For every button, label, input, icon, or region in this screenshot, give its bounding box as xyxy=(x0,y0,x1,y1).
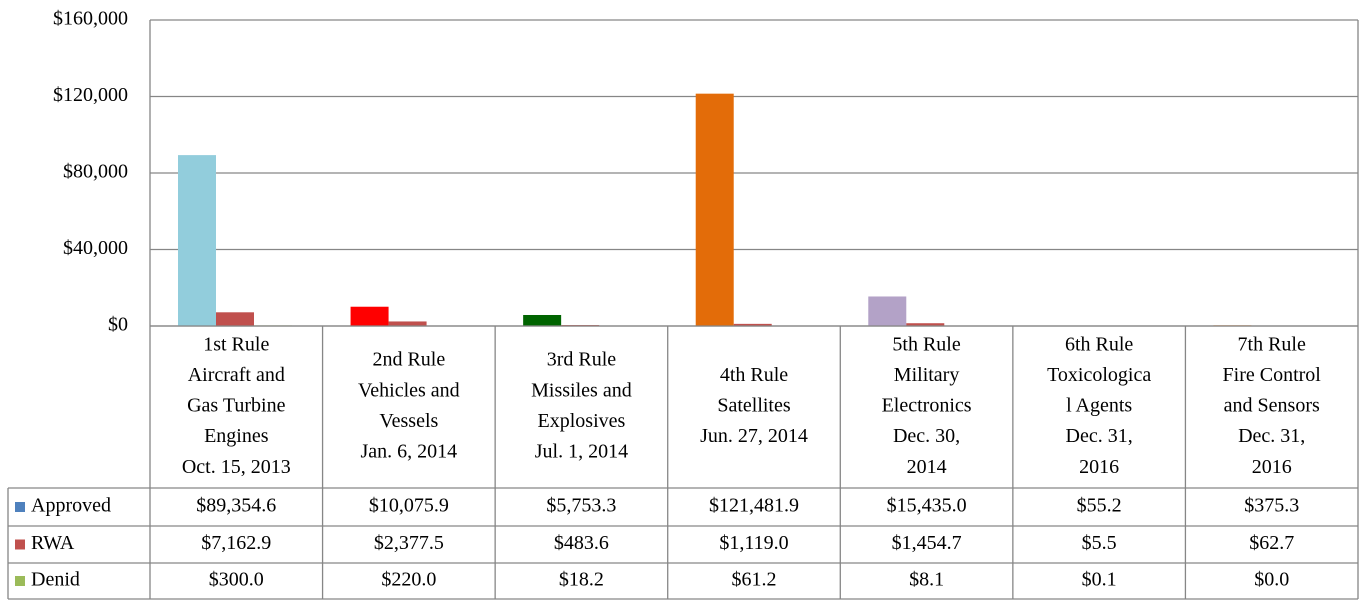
category-label: Jul. 1, 2014 xyxy=(535,440,628,462)
value-label: $61.2 xyxy=(732,569,777,591)
bar xyxy=(868,296,907,326)
bar xyxy=(906,323,945,326)
value-label: $89,354.6 xyxy=(196,495,276,517)
category-label: Missiles and xyxy=(531,379,632,401)
value-label: $121,481.9 xyxy=(709,495,799,517)
category-label: 2016 xyxy=(1252,456,1292,478)
category-label: 7th Rule xyxy=(1238,333,1306,355)
category-label: 5th Rule xyxy=(892,333,960,355)
value-label: $5.5 xyxy=(1082,532,1117,554)
legend-label: Approved xyxy=(31,495,111,517)
value-label: $15,435.0 xyxy=(887,495,967,517)
y-tick-label: $80,000 xyxy=(63,161,128,183)
value-label: $0.0 xyxy=(1254,569,1289,591)
category-label: and Sensors xyxy=(1224,395,1320,417)
y-tick-label: $160,000 xyxy=(53,8,128,30)
category-label: 3rd Rule xyxy=(547,349,617,371)
category-label: 1st Rule xyxy=(203,333,269,355)
category-label: l Agents xyxy=(1066,395,1132,417)
category-label: 2016 xyxy=(1079,456,1119,478)
category-label: Vehicles and xyxy=(358,379,460,401)
value-label: $375.3 xyxy=(1244,495,1299,517)
category-label: Dec. 31, xyxy=(1066,425,1133,447)
category-label: 2nd Rule xyxy=(372,349,445,371)
value-label: $1,454.7 xyxy=(892,532,962,554)
value-label: $62.7 xyxy=(1249,532,1294,554)
bar xyxy=(388,321,427,326)
bar xyxy=(350,306,389,326)
category-label: Dec. 31, xyxy=(1238,425,1305,447)
legend-label: RWA xyxy=(31,532,75,554)
category-label: Military xyxy=(894,364,960,386)
category-label: Oct. 15, 2013 xyxy=(182,456,291,478)
category-label: Aircraft and xyxy=(188,364,285,386)
category-label: 2014 xyxy=(907,456,947,478)
legend-label: Denid xyxy=(31,569,80,591)
category-label: Satellites xyxy=(717,395,791,417)
legend-swatch xyxy=(15,576,25,586)
category-label: Electronics xyxy=(882,395,972,417)
category-label: Dec. 30, xyxy=(893,425,960,447)
bar xyxy=(695,93,734,326)
legend-swatch xyxy=(15,539,25,550)
value-label: $18.2 xyxy=(559,569,604,591)
category-label: Gas Turbine xyxy=(187,395,285,417)
value-label: $300.0 xyxy=(209,569,264,591)
category-label: Explosives xyxy=(538,410,626,432)
category-label: Vessels xyxy=(379,410,438,432)
value-label: $220.0 xyxy=(381,569,436,591)
category-label: Engines xyxy=(204,425,269,447)
bar xyxy=(216,312,254,326)
value-label: $10,075.9 xyxy=(369,495,449,517)
category-label: 4th Rule xyxy=(720,364,788,386)
bar xyxy=(178,155,216,326)
legend-swatch xyxy=(15,502,25,512)
y-tick-label: $120,000 xyxy=(53,84,128,106)
value-label: $2,377.5 xyxy=(374,532,444,554)
value-label: $7,162.9 xyxy=(201,532,271,554)
category-label: Jan. 6, 2014 xyxy=(361,440,458,462)
value-label: $8.1 xyxy=(909,569,944,591)
value-label: $0.1 xyxy=(1082,569,1117,591)
value-label: $5,753.3 xyxy=(546,495,616,517)
bar xyxy=(733,323,772,326)
y-tick-label: $0 xyxy=(108,314,128,336)
category-label: 6th Rule xyxy=(1065,333,1133,355)
category-label: Fire Control xyxy=(1223,364,1322,386)
category-label: Toxicologica xyxy=(1047,364,1151,386)
value-label: $483.6 xyxy=(554,532,609,554)
bar xyxy=(523,314,562,326)
category-label: Jun. 27, 2014 xyxy=(700,425,808,447)
value-label: $55.2 xyxy=(1077,495,1122,517)
y-tick-label: $40,000 xyxy=(63,237,128,259)
value-label: $1,119.0 xyxy=(719,532,788,554)
